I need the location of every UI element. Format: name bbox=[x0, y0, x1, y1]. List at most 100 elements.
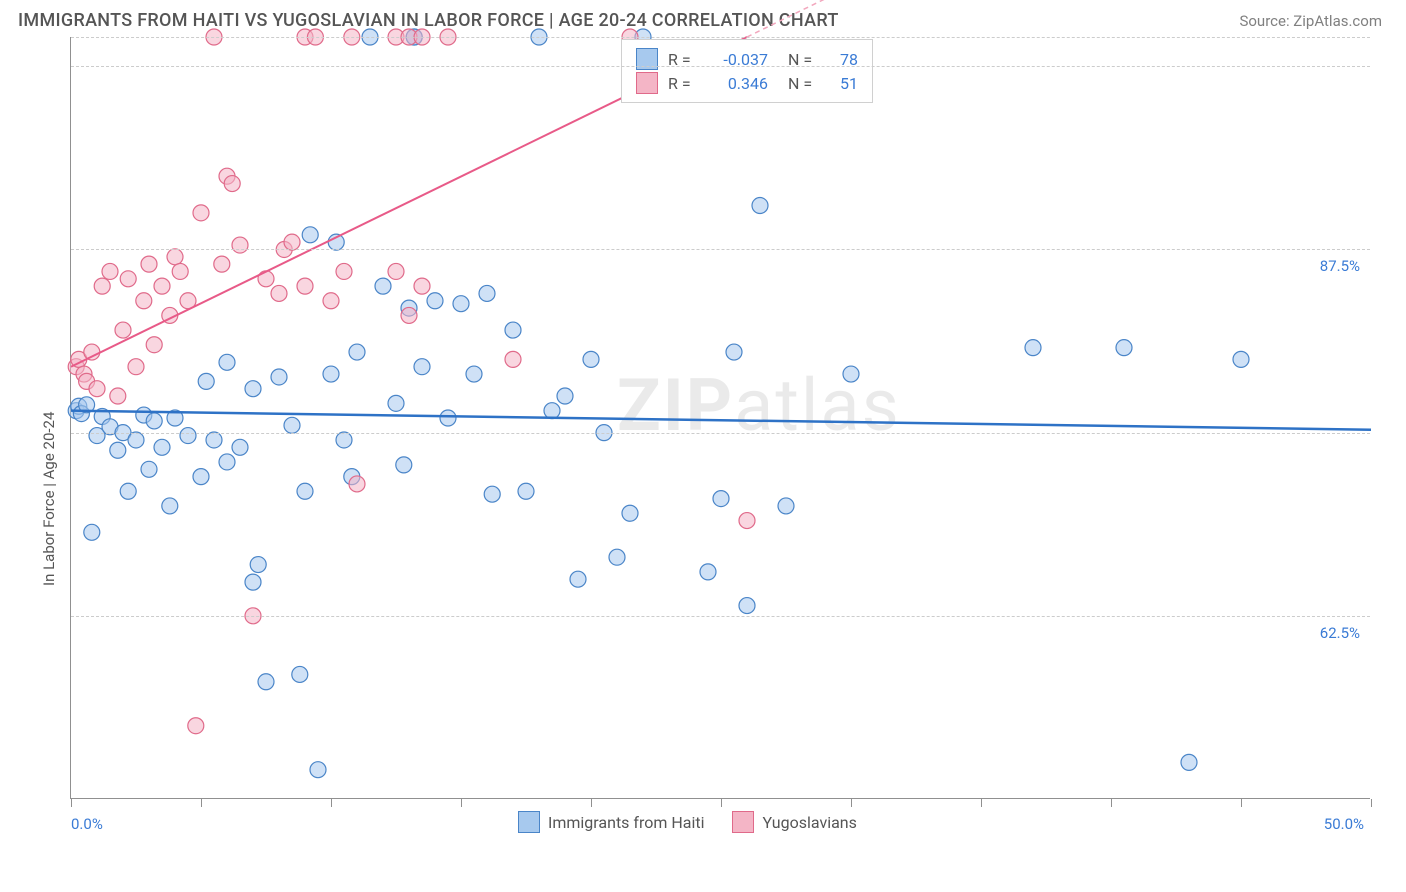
data-point bbox=[110, 442, 126, 458]
data-point bbox=[726, 344, 742, 360]
data-point bbox=[518, 483, 534, 499]
n-label: N = bbox=[788, 74, 818, 93]
data-point bbox=[146, 413, 162, 429]
data-point bbox=[388, 263, 404, 279]
data-point bbox=[302, 227, 318, 243]
data-point bbox=[154, 278, 170, 294]
data-point bbox=[245, 574, 261, 590]
data-point bbox=[224, 176, 240, 192]
data-point bbox=[271, 285, 287, 301]
data-point bbox=[292, 666, 308, 682]
legend-label: Yugoslavians bbox=[762, 813, 856, 832]
x-tick bbox=[71, 799, 72, 807]
x-tick bbox=[1111, 799, 1112, 807]
data-point bbox=[505, 351, 521, 367]
data-point bbox=[414, 278, 430, 294]
gridline bbox=[71, 37, 1370, 38]
x-tick bbox=[1371, 799, 1372, 807]
data-point bbox=[484, 486, 500, 502]
y-axis-label: In Labor Force | Age 20-24 bbox=[40, 411, 58, 585]
chart-title: IMMIGRANTS FROM HAITI VS YUGOSLAVIAN IN … bbox=[18, 10, 839, 31]
data-point bbox=[440, 410, 456, 426]
data-point bbox=[128, 359, 144, 375]
data-point bbox=[1181, 754, 1197, 770]
r-value: 0.346 bbox=[708, 74, 768, 93]
data-point bbox=[297, 483, 313, 499]
data-point bbox=[388, 395, 404, 411]
data-point bbox=[349, 476, 365, 492]
data-point bbox=[188, 718, 204, 734]
legend-swatch bbox=[518, 811, 540, 833]
x-tick bbox=[201, 799, 202, 807]
x-tick bbox=[981, 799, 982, 807]
data-point bbox=[310, 762, 326, 778]
data-point bbox=[622, 505, 638, 521]
source-attribution: Source: ZipAtlas.com bbox=[1239, 12, 1382, 30]
data-point bbox=[323, 293, 339, 309]
data-point bbox=[128, 432, 144, 448]
data-point bbox=[427, 293, 443, 309]
data-point bbox=[162, 498, 178, 514]
x-tick-label: 50.0% bbox=[1324, 815, 1364, 833]
data-point bbox=[583, 351, 599, 367]
data-point bbox=[258, 674, 274, 690]
data-point bbox=[172, 263, 188, 279]
x-tick bbox=[331, 799, 332, 807]
data-point bbox=[198, 373, 214, 389]
legend-item: Immigrants from Haiti bbox=[518, 811, 704, 833]
legend-item: Yugoslavians bbox=[732, 811, 856, 833]
series-legend: Immigrants from Haiti Yugoslavians bbox=[518, 811, 857, 833]
x-tick bbox=[721, 799, 722, 807]
data-point bbox=[778, 498, 794, 514]
gridline bbox=[71, 616, 1370, 617]
data-point bbox=[167, 249, 183, 265]
data-point bbox=[84, 524, 100, 540]
correlation-legend: R =-0.037N =78R =0.346N =51 bbox=[621, 39, 873, 103]
data-point bbox=[115, 322, 131, 338]
data-point bbox=[214, 256, 230, 272]
data-point bbox=[1025, 340, 1041, 356]
legend-swatch bbox=[732, 811, 754, 833]
y-tick-label: 62.5% bbox=[1320, 624, 1360, 642]
data-point bbox=[609, 549, 625, 565]
data-point bbox=[146, 337, 162, 353]
data-point bbox=[110, 388, 126, 404]
data-point bbox=[206, 432, 222, 448]
data-point bbox=[258, 271, 274, 287]
data-point bbox=[284, 417, 300, 433]
data-point bbox=[219, 354, 235, 370]
data-point bbox=[297, 278, 313, 294]
legend-label: Immigrants from Haiti bbox=[548, 813, 704, 832]
data-point bbox=[232, 439, 248, 455]
data-point bbox=[120, 271, 136, 287]
data-point bbox=[154, 439, 170, 455]
data-point bbox=[453, 296, 469, 312]
data-point bbox=[401, 307, 417, 323]
plot-area: ZIPatlas R =-0.037N =78R =0.346N =51 62.… bbox=[70, 37, 1370, 799]
n-value: 51 bbox=[828, 74, 858, 93]
data-point bbox=[414, 359, 430, 375]
data-point bbox=[843, 366, 859, 382]
data-point bbox=[141, 461, 157, 477]
data-point bbox=[141, 256, 157, 272]
data-point bbox=[739, 598, 755, 614]
data-point bbox=[557, 388, 573, 404]
data-point bbox=[466, 366, 482, 382]
data-point bbox=[479, 285, 495, 301]
legend-swatch bbox=[636, 72, 658, 94]
x-tick bbox=[1241, 799, 1242, 807]
data-point bbox=[89, 381, 105, 397]
data-point bbox=[700, 564, 716, 580]
data-point bbox=[180, 428, 196, 444]
data-point bbox=[232, 237, 248, 253]
x-tick bbox=[851, 799, 852, 807]
gridline bbox=[71, 249, 1370, 250]
data-point bbox=[752, 198, 768, 214]
data-point bbox=[120, 483, 136, 499]
x-tick bbox=[461, 799, 462, 807]
data-point bbox=[336, 263, 352, 279]
gridline bbox=[71, 66, 1370, 67]
data-point bbox=[136, 293, 152, 309]
legend-row: R =0.346N =51 bbox=[636, 72, 858, 94]
x-tick-label: 0.0% bbox=[71, 815, 103, 833]
